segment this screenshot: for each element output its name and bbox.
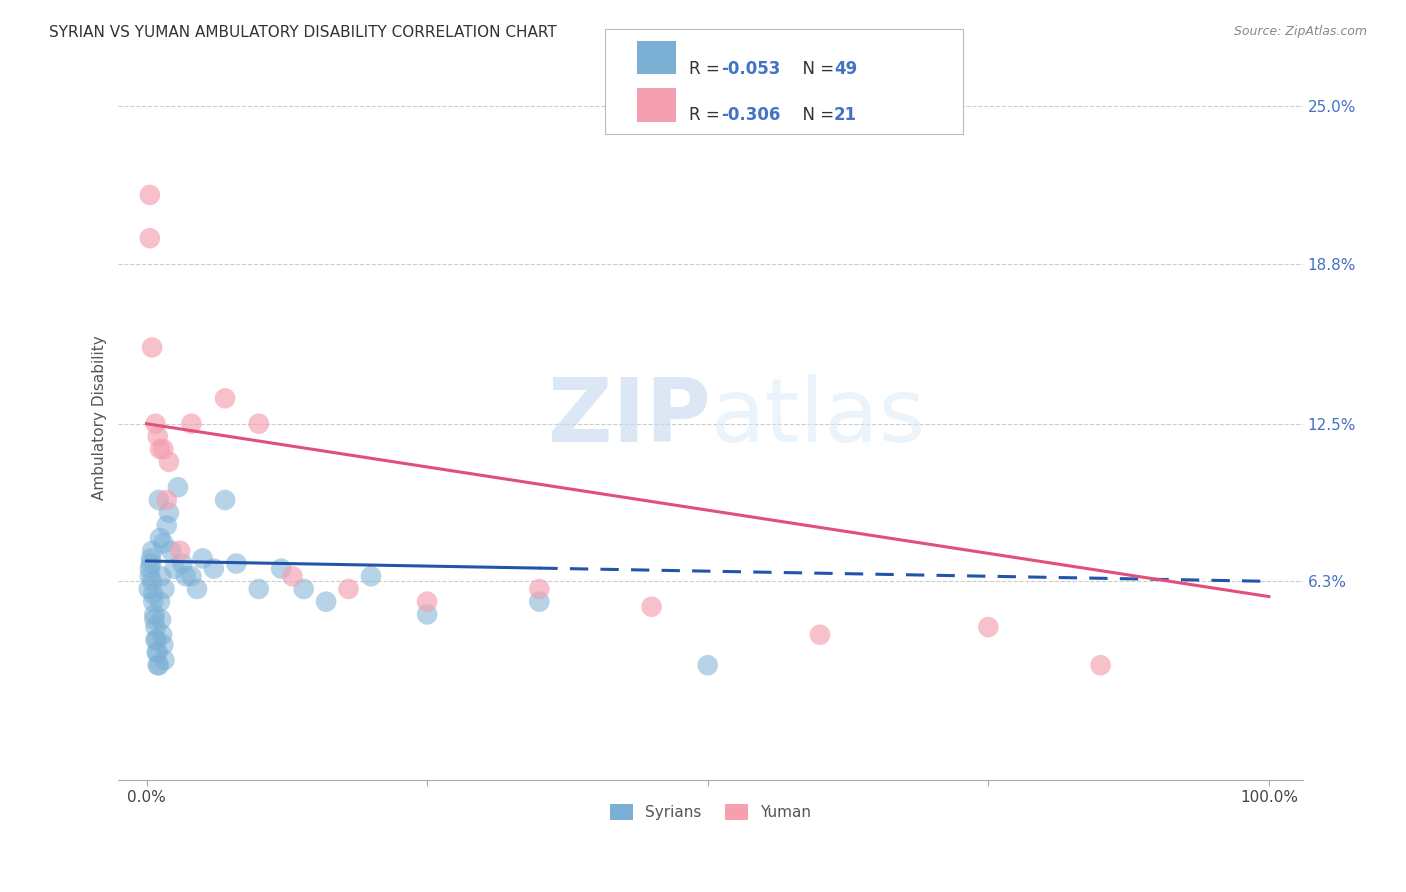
Point (149, 531, 172, 545)
Point (145, 632, 167, 647)
Point (153, 653, 176, 667)
Point (150, 569, 173, 583)
Point (150, 628, 173, 642)
Point (142, 595, 165, 609)
Point (148, 493, 170, 508)
Point (156, 518, 179, 533)
Point (247, 417, 270, 431)
Text: R =: R = (689, 60, 725, 78)
Point (180, 417, 202, 431)
Point (337, 582, 360, 596)
Point (160, 544, 183, 558)
Point (360, 569, 382, 583)
Point (163, 561, 186, 575)
Point (529, 582, 551, 596)
Point (529, 595, 551, 609)
Y-axis label: Ambulatory Disability: Ambulatory Disability (93, 335, 107, 500)
Point (416, 595, 439, 609)
Point (167, 480, 190, 494)
Point (172, 557, 194, 571)
Point (153, 582, 176, 596)
Point (145, 646, 167, 660)
Point (225, 557, 247, 571)
Point (150, 612, 173, 626)
Point (145, 417, 167, 431)
Text: ZIP: ZIP (548, 374, 710, 461)
Point (149, 442, 172, 457)
Point (139, 188, 162, 202)
Point (157, 506, 180, 520)
Point (202, 561, 225, 575)
Point (139, 561, 162, 575)
Point (214, 392, 236, 406)
Point (214, 493, 236, 508)
Text: -0.053: -0.053 (721, 60, 780, 78)
Text: N =: N = (792, 106, 839, 124)
Point (142, 587, 165, 601)
Point (139, 557, 162, 571)
Text: N =: N = (792, 60, 839, 78)
Point (247, 582, 270, 596)
Point (152, 442, 174, 457)
Point (139, 569, 162, 583)
Point (148, 658, 170, 673)
Text: SYRIAN VS YUMAN AMBULATORY DISABILITY CORRELATION CHART: SYRIAN VS YUMAN AMBULATORY DISABILITY CO… (49, 25, 557, 40)
Point (180, 569, 202, 583)
Point (696, 658, 718, 673)
Point (143, 607, 166, 622)
Point (146, 646, 169, 660)
Point (139, 551, 162, 566)
Point (315, 595, 337, 609)
Point (146, 429, 169, 443)
Point (141, 544, 163, 558)
Text: R =: R = (689, 106, 725, 124)
Text: atlas: atlas (710, 374, 925, 461)
Text: Source: ZipAtlas.com: Source: ZipAtlas.com (1233, 25, 1367, 38)
Point (152, 536, 174, 550)
Point (146, 658, 169, 673)
Point (141, 341, 163, 355)
Point (156, 493, 179, 508)
Point (157, 455, 180, 469)
Point (640, 599, 662, 614)
Point (138, 582, 160, 596)
Text: 21: 21 (834, 106, 856, 124)
Point (292, 582, 315, 596)
Point (139, 231, 162, 245)
Point (152, 638, 174, 652)
Point (1090, 658, 1112, 673)
Point (145, 632, 167, 647)
Text: -0.306: -0.306 (721, 106, 780, 124)
Point (977, 620, 1000, 634)
Point (169, 544, 191, 558)
Point (281, 569, 304, 583)
Text: 49: 49 (834, 60, 858, 78)
Point (191, 551, 214, 566)
Point (186, 582, 208, 596)
Point (270, 561, 292, 575)
Point (145, 620, 167, 634)
Legend: Syrians, Yuman: Syrians, Yuman (605, 798, 817, 826)
Point (141, 574, 163, 589)
Point (149, 595, 172, 609)
Point (808, 628, 831, 642)
Point (416, 607, 439, 622)
Point (174, 569, 197, 583)
Point (143, 612, 166, 626)
